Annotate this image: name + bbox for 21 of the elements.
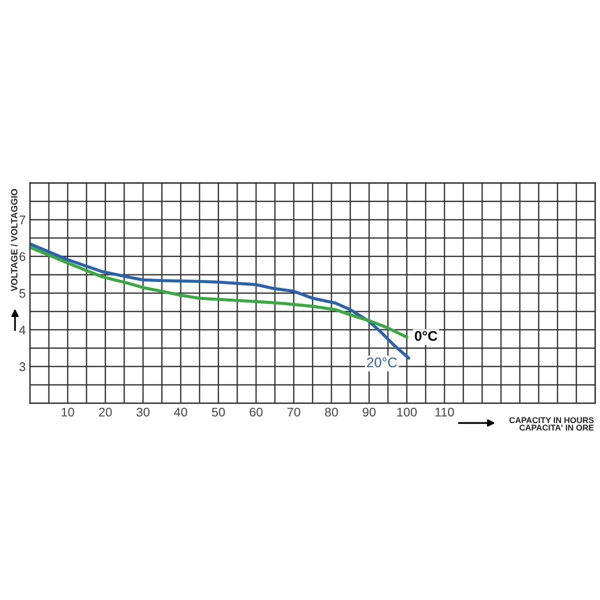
- x-tick-label: 20: [99, 408, 112, 417]
- x-tick-label: 110: [435, 408, 454, 417]
- series-label: 0°C: [414, 331, 438, 341]
- series-label: 20°C: [367, 357, 397, 368]
- x-tick-label: 90: [362, 408, 376, 417]
- x-tick-label: 30: [136, 408, 150, 417]
- x-tick-label: 40: [174, 408, 188, 417]
- x-tick-label: 10: [62, 408, 74, 417]
- y-tick-label: 6: [20, 252, 26, 262]
- y-tick-label: 7: [20, 216, 26, 224]
- x-tick-label: 60: [250, 408, 263, 417]
- x-tick-label: 50: [212, 408, 225, 417]
- x-axis-title: CAPACITY IN HOURS CAPACITA' IN ORE: [509, 417, 594, 431]
- y-tick-label: 4: [19, 326, 26, 334]
- y-tick-label: 5: [19, 289, 26, 298]
- line-series: [30, 246, 408, 339]
- y-axis-title: VOLTAGE / VOLTAGGIO: [10, 189, 18, 292]
- x-tick-label: 80: [325, 408, 338, 417]
- y-tick-label: 3: [19, 362, 26, 372]
- x-tick-label: 70: [287, 408, 300, 417]
- x-tick-label: 100: [397, 408, 417, 417]
